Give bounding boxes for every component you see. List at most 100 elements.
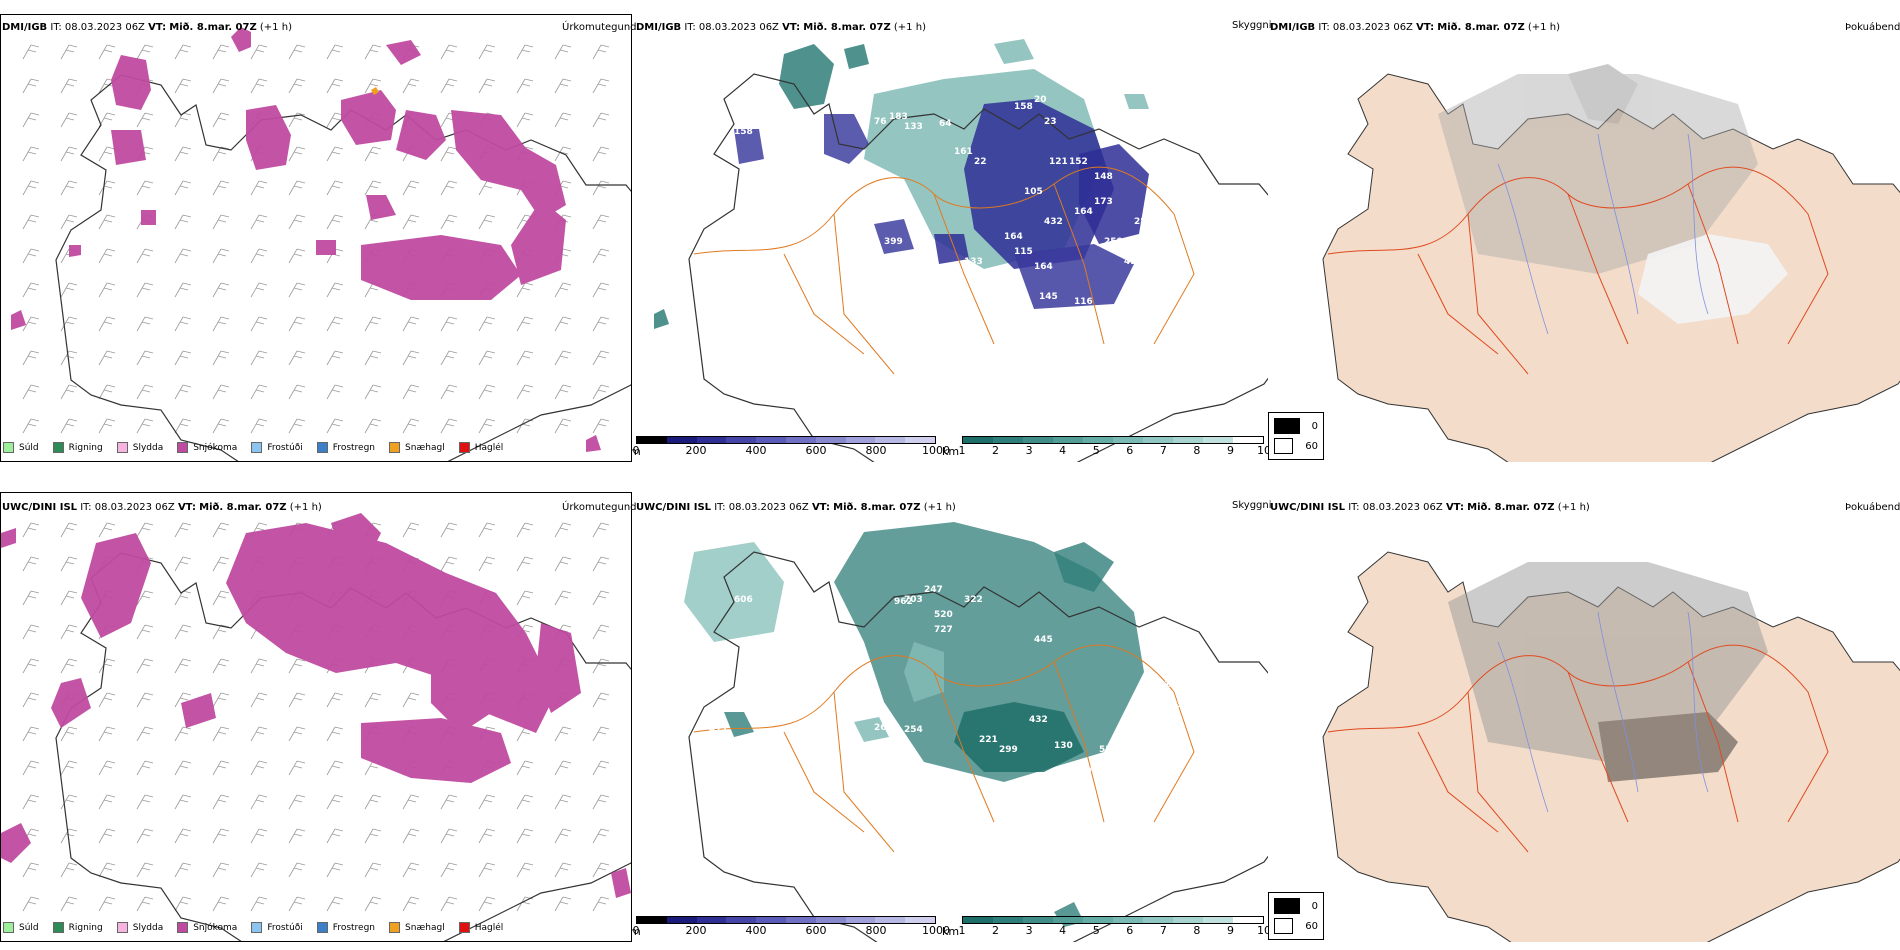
wind-barb	[98, 726, 116, 742]
visibility-value-label: 299	[999, 745, 1018, 755]
wind-barb	[478, 316, 496, 332]
colorbar-tick: 5	[1092, 444, 1100, 457]
wind-barb	[98, 760, 116, 776]
fog-map-bottom	[1322, 551, 1900, 942]
wind-barb	[174, 384, 192, 400]
wind-barb	[98, 862, 116, 878]
colorbar-tick: 1	[958, 444, 966, 457]
wind-barb	[250, 828, 268, 844]
wind-barb	[478, 862, 496, 878]
precip-legend: Súld Rigning Slydda Snjókoma Frostúði Frostre…	[3, 442, 503, 453]
legend-label: Rigning	[68, 922, 103, 933]
wind-barb	[22, 862, 40, 878]
ceiling-colorbar-ticks: 0 200 400 600 800 1000	[633, 444, 951, 458]
road-network	[1327, 166, 1829, 375]
visibility-value-label: 145	[1039, 292, 1058, 302]
wind-barb	[22, 726, 40, 742]
visibility-value-label: 115	[1014, 247, 1033, 257]
wind-barb	[288, 418, 306, 434]
visibility-value-label: 461	[1089, 765, 1108, 775]
wind-barb	[592, 726, 610, 742]
legend-swatch	[52, 442, 64, 453]
precip-panel-top: Súld Rigning Slydda Snjókoma Frostúði Frostre…	[0, 14, 632, 462]
wind-barb	[212, 78, 230, 94]
wind-barb	[212, 896, 230, 912]
wind-barb	[98, 384, 116, 400]
colorbar-cell	[845, 917, 876, 923]
visibility-value-label: 92	[762, 83, 775, 93]
wind-barb	[288, 862, 306, 878]
wind-barb	[98, 146, 116, 162]
visibility-value-label: 158	[1014, 102, 1033, 112]
snow-pellet-spot	[371, 87, 379, 95]
wind-barb	[516, 282, 534, 298]
wind-barb	[98, 794, 116, 810]
wind-barb	[326, 862, 344, 878]
wind-barb	[250, 248, 268, 264]
legend-item: Snjókoma	[177, 442, 237, 453]
wind-barb	[98, 418, 116, 434]
wind-barb	[440, 794, 458, 810]
wind-barb	[554, 522, 572, 538]
wind-barb	[136, 760, 154, 776]
colorbar-cell	[905, 437, 935, 443]
colorbar-tick: 6	[1126, 444, 1134, 457]
wind-barb	[22, 624, 40, 640]
wind-barb	[592, 828, 610, 844]
wind-barb	[98, 350, 116, 366]
visibility-colorbar-cells	[962, 436, 1264, 444]
wind-barb	[174, 78, 192, 94]
wind-barb	[592, 316, 610, 332]
wind-barb	[22, 418, 40, 434]
colorbar-cell	[726, 437, 757, 443]
wind-barb	[326, 350, 344, 366]
wind-barb	[250, 862, 268, 878]
wind-barb	[288, 760, 306, 776]
visibility-value-label: 399	[884, 237, 903, 247]
wind-barb	[402, 180, 420, 196]
wind-barb	[592, 624, 610, 640]
wind-barb	[440, 896, 458, 912]
wind-barb	[22, 350, 40, 366]
legend-swatch	[116, 922, 128, 933]
colorbar-tick: 9	[1226, 444, 1234, 457]
colorbar-tick: 9	[1226, 924, 1234, 937]
visibility-value-label: 183	[889, 112, 908, 122]
legend-swatch	[316, 922, 328, 933]
colorbar-cell	[993, 437, 1023, 443]
road-network	[693, 166, 1195, 375]
visibility-unit: km	[942, 925, 960, 938]
wind-barb	[174, 282, 192, 298]
legend-label: Snjókoma	[193, 442, 238, 453]
fog-scale-row: 0	[1274, 418, 1318, 434]
wind-barb	[22, 248, 40, 264]
wind-barb	[478, 896, 496, 912]
visibility-value-label: 247	[924, 585, 943, 595]
visibility-value-label: 405	[1134, 610, 1153, 620]
wind-barb	[22, 44, 40, 60]
visibility-colorbar-ticks: 1 2 3 4 5 6 7 8 9 10	[958, 444, 1272, 458]
wind-barb	[592, 384, 610, 400]
wind-barb	[136, 350, 154, 366]
wind-barb	[60, 112, 78, 128]
wind-barb	[174, 316, 192, 332]
legend-label: Rigning	[68, 442, 103, 453]
wind-barb	[174, 692, 192, 708]
wind-barb	[22, 146, 40, 162]
visibility-value-label: 432	[1144, 645, 1163, 655]
wind-barb	[60, 384, 78, 400]
visibility-value-label: 118	[764, 217, 783, 227]
visibility-title-top: Skyggni	[1232, 20, 1272, 31]
wind-barb	[478, 214, 496, 230]
wind-barb	[402, 350, 420, 366]
visibility-value-label: 23	[1044, 117, 1057, 127]
wind-barb	[364, 384, 382, 400]
legend-label: Slydda	[132, 922, 164, 933]
wind-barb	[592, 794, 610, 810]
wind-barb	[592, 180, 610, 196]
visibility-value-label: 191	[1074, 317, 1093, 327]
visibility-value-label: 254	[904, 725, 923, 735]
colorbar-tick: 6	[1126, 924, 1134, 937]
legend-swatch	[3, 922, 14, 933]
